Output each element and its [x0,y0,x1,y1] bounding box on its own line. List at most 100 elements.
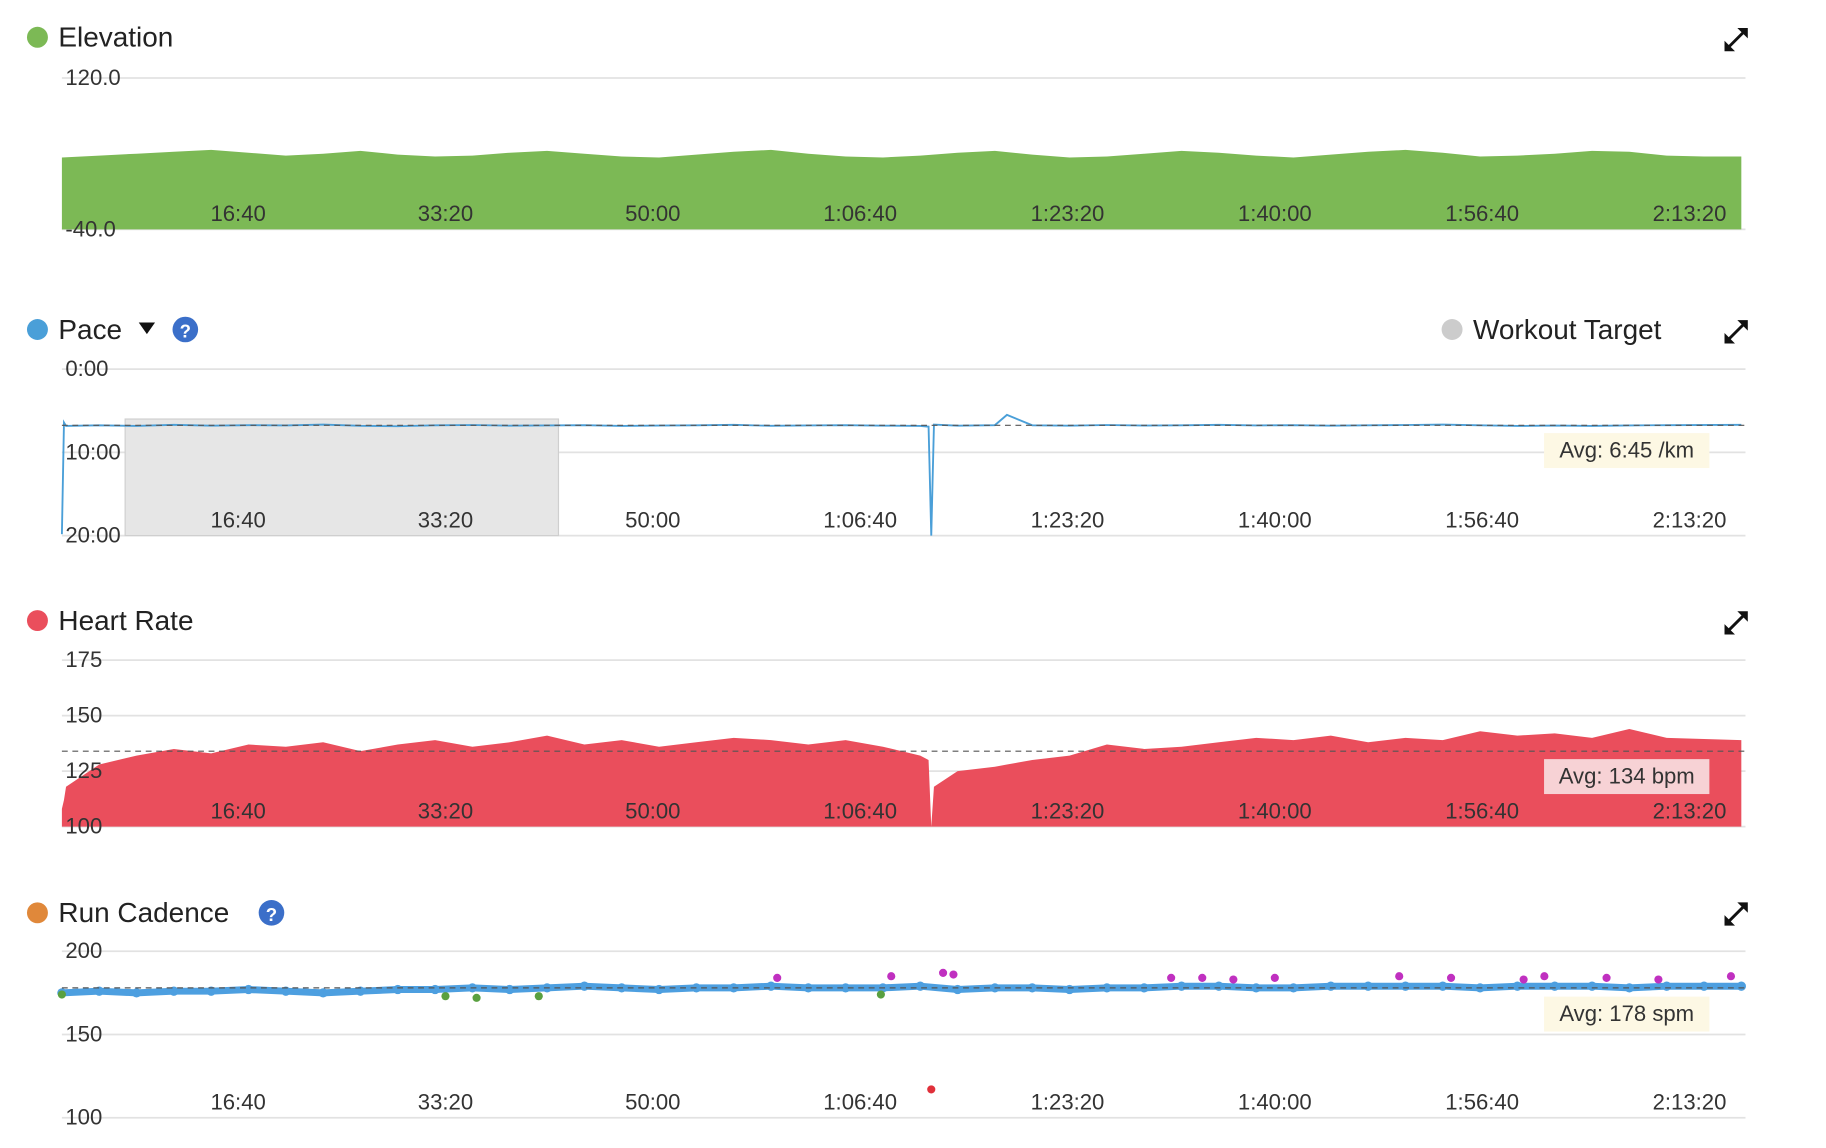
point [876,990,885,999]
point-link [61,987,100,997]
x-tick-label: 33:20 [418,507,473,532]
x-tick-label: 16:40 [210,201,265,226]
y-tick-label: 175 [65,647,102,672]
legend-dot [26,319,48,340]
point-link [584,982,622,992]
x-tick-label: 33:20 [418,201,473,226]
average-label-bg [1544,759,1710,795]
point-link [248,986,286,995]
point-link [211,986,249,995]
y-tick-label: 150 [65,1021,102,1046]
panel-title: Heart Rate [58,605,193,636]
panel-title: Run Cadence [58,897,229,928]
x-tick-label: 16:40 [210,507,265,532]
x-tick-label: 1:06:40 [823,201,897,226]
help-icon[interactable] [172,316,199,343]
x-tick-label: 1:56:40 [1445,507,1519,532]
average-label: Avg: 6:45 /km [1559,438,1694,463]
x-tick-label: 2:13:20 [1653,799,1727,824]
x-tick-label: 33:20 [418,1090,473,1115]
point-link [322,987,361,997]
point [1540,972,1549,981]
y-tick-label: 150 [65,703,102,728]
y-tick-label: 20:00 [65,523,120,548]
panel-title: Pace [58,314,122,345]
dropdown-arrow[interactable] [138,322,156,335]
point [57,990,66,999]
point-link [1591,982,1630,992]
point-link [770,982,809,992]
point [949,970,958,979]
y-tick-label: 100 [65,814,102,839]
help-glyph: ? [180,321,191,342]
point-link [733,982,772,992]
y-tick-label: 125 [65,758,102,783]
point-link [99,987,137,997]
x-tick-label: 1:23:20 [1031,799,1105,824]
y-tick-label: -40.0 [65,216,115,241]
x-tick-label: 1:40:00 [1238,799,1312,824]
x-tick-label: 50:00 [625,201,680,226]
x-tick-label: 1:40:00 [1238,507,1312,532]
point-link [919,982,958,994]
point [534,992,543,1001]
point [1736,981,1746,991]
point [1167,973,1176,982]
x-tick-label: 1:23:20 [1031,507,1105,532]
point-link [434,984,473,994]
point [773,973,782,982]
x-tick-label: 1:23:20 [1031,1090,1105,1115]
x-tick-label: 16:40 [210,799,265,824]
x-tick-label: 2:13:20 [1653,507,1727,532]
point [1446,973,1456,982]
x-tick-label: 16:40 [210,1090,265,1115]
average-label-bg [1544,433,1710,469]
x-tick-label: 1:56:40 [1445,1090,1519,1115]
point [1519,975,1528,984]
help-glyph: ? [266,904,277,925]
expand-icons[interactable] [1725,29,1747,925]
panel-title: Elevation [58,22,173,53]
legend-dot [26,902,48,924]
point-link [882,982,921,992]
point-link [658,984,697,994]
point [472,993,481,1002]
legend-dot [1441,319,1463,340]
point [927,1085,936,1094]
y-tick-label: 200 [65,938,102,963]
x-tick-label: 1:40:00 [1238,1090,1312,1115]
point [1229,975,1238,984]
y-tick-label: 10:00 [65,439,120,464]
point-link [472,984,510,994]
y-tick-label: 0:00 [65,356,108,381]
point-link [360,986,398,995]
x-tick-label: 1:40:00 [1238,201,1312,226]
average-label: Avg: 134 bpm [1559,764,1695,789]
x-tick-label: 50:00 [625,799,680,824]
point [1602,973,1611,982]
workout-target-band [124,418,560,537]
point [1654,975,1663,984]
x-tick-label: 1:56:40 [1445,201,1519,226]
help-icon[interactable] [258,900,285,926]
x-tick-label: 2:13:20 [1653,201,1727,226]
point-link [1144,982,1182,992]
x-tick-label: 2:13:20 [1653,1090,1727,1115]
average-label: Avg: 178 spm [1559,1001,1694,1026]
legend-dot [26,610,48,632]
legend-dot [26,26,48,48]
x-tick-label: 50:00 [625,507,680,532]
point [1726,972,1736,981]
point-link [509,984,548,994]
legend-label: Workout Target [1473,314,1662,345]
area [61,149,1742,230]
point [1198,973,1207,982]
y-tick-label: 120.0 [65,65,120,90]
point-link [1479,982,1518,992]
point [887,972,896,981]
point-link [546,982,585,992]
point-link [285,987,324,997]
x-tick-label: 1:06:40 [823,1090,897,1115]
point [441,992,450,1001]
